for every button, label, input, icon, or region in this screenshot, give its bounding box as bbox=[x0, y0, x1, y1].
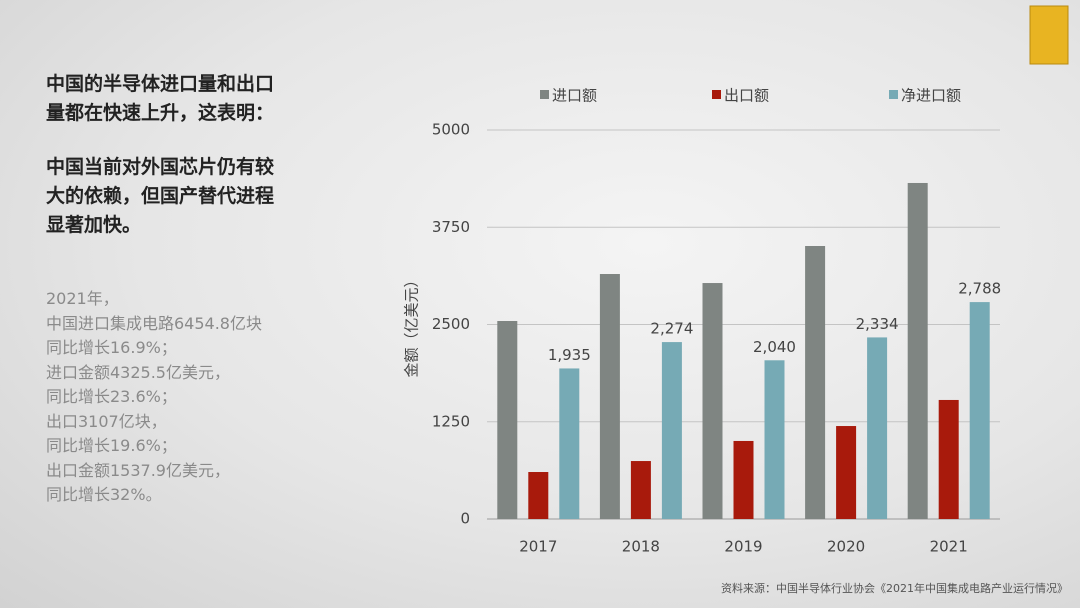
y-tick-label: 0 bbox=[460, 510, 470, 528]
text-line: 中国当前对外国芯片仍有较 bbox=[46, 156, 275, 178]
bar bbox=[630, 461, 651, 519]
legend-label: 净进口额 bbox=[901, 87, 961, 105]
bar bbox=[702, 283, 723, 519]
legend-swatch bbox=[889, 90, 898, 99]
text-line: 中国的半导体进口量和出口 bbox=[46, 73, 275, 95]
text-line: 进口金额4325.5亿美元， bbox=[46, 362, 230, 382]
text-line: 同比增长23.6%； bbox=[46, 387, 177, 406]
value-label: 1,935 bbox=[548, 346, 591, 364]
y-axis-label: 金额（亿美元） bbox=[403, 272, 421, 377]
text-line: 大的依赖，但国产替代进程 bbox=[46, 185, 275, 207]
bar bbox=[764, 360, 785, 519]
x-tick-label: 2019 bbox=[724, 538, 762, 556]
bar bbox=[497, 320, 518, 519]
bar bbox=[559, 368, 580, 519]
x-tick-label: 2017 bbox=[519, 538, 557, 556]
bar bbox=[733, 440, 754, 519]
x-tick-label: 2020 bbox=[827, 538, 865, 556]
text-line: 同比增长19.6%； bbox=[46, 436, 177, 455]
bar bbox=[938, 399, 959, 519]
text-line: 出口3107亿块， bbox=[46, 411, 167, 431]
bar bbox=[836, 426, 857, 519]
bar bbox=[599, 274, 620, 519]
text-line: 中国进口集成电路6454.8亿块 bbox=[46, 313, 262, 333]
bar bbox=[969, 302, 990, 519]
text-line: 同比增长32%。 bbox=[46, 485, 162, 504]
y-tick-label: 1250 bbox=[432, 412, 470, 430]
x-tick-label: 2021 bbox=[930, 538, 968, 556]
body-text: 2021年， 中国进口集成电路6454.8亿块 同比增长16.9%； 进口金额4325… bbox=[46, 287, 262, 508]
y-tick-label: 5000 bbox=[432, 121, 470, 139]
value-label: 2,334 bbox=[856, 315, 899, 333]
bar bbox=[528, 472, 549, 519]
text-line: 显著加快。 bbox=[46, 214, 142, 236]
heading: 中国当前对外国芯片仍有较 大的依赖，但国产替代进程 显著加快。 bbox=[46, 153, 274, 240]
heading: 中国的半导体进口量和出口 量都在快速上升，这表明： bbox=[46, 70, 274, 128]
text-line: 量都在快速上升，这表明： bbox=[46, 102, 275, 124]
value-label: 2,040 bbox=[753, 338, 796, 356]
y-tick-label: 2500 bbox=[432, 315, 470, 333]
bar bbox=[661, 342, 682, 519]
x-tick-label: 2018 bbox=[622, 538, 660, 556]
value-label: 2,788 bbox=[958, 280, 1001, 298]
y-tick-label: 3750 bbox=[432, 218, 470, 236]
legend-swatch bbox=[540, 90, 549, 99]
bar bbox=[907, 182, 928, 519]
book-icon bbox=[1029, 5, 1069, 65]
text-line: 同比增长16.9%； bbox=[46, 338, 177, 357]
legend-label: 出口额 bbox=[724, 87, 769, 105]
text-line: 2021年， bbox=[46, 289, 119, 308]
legend-swatch bbox=[712, 90, 721, 99]
value-label: 2,274 bbox=[650, 320, 693, 338]
legend-label: 进口额 bbox=[552, 87, 597, 105]
bar bbox=[805, 245, 826, 519]
bar bbox=[867, 337, 888, 519]
text-line: 出口金额1537.9亿美元， bbox=[46, 460, 230, 480]
source-note: 资料来源：中国半导体行业协会《2021年中国集成电路产业运行情况》 bbox=[721, 582, 1068, 595]
